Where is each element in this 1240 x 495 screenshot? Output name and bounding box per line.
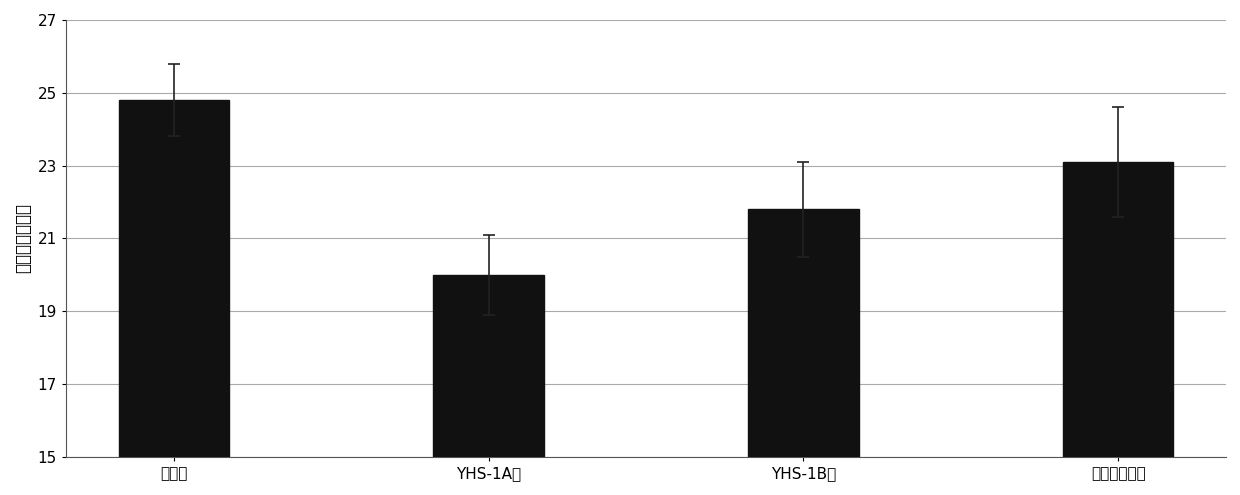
Bar [748,209,858,457]
Bar [434,275,543,457]
Y-axis label: 愈合时间（天）: 愈合时间（天） [14,203,32,273]
Bar [1063,162,1173,457]
Bar [119,100,229,457]
